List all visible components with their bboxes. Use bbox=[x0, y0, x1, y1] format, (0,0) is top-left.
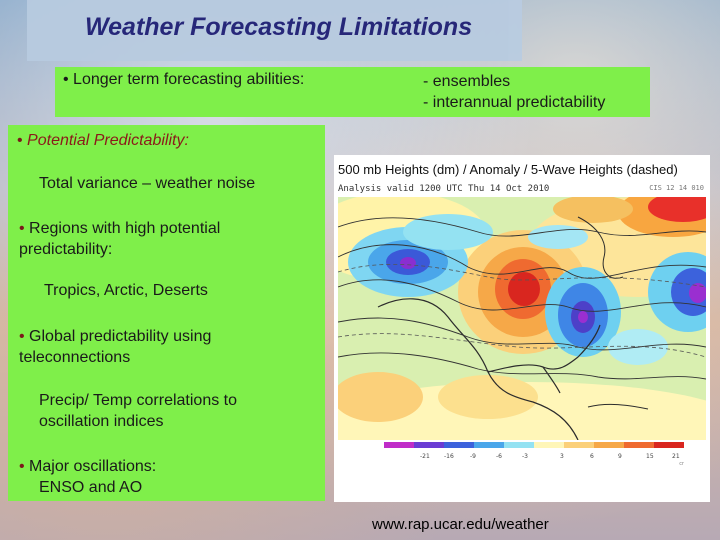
major-oscillations: • Major oscillations: ENSO and AO bbox=[19, 458, 157, 496]
potential-predictability-heading: • Potential Predictability: bbox=[17, 132, 189, 149]
predictability-box: • Potential Predictability: Total varian… bbox=[8, 125, 325, 501]
color-scale-bar: -21 -16 -9 -6 -3 3 6 9 15 21 cr bbox=[384, 442, 684, 466]
scale-label: -21 bbox=[420, 453, 430, 460]
potential-predictability-definition: Total variance – weather noise bbox=[39, 175, 256, 192]
slide-title: Weather Forecasting Limitations bbox=[85, 13, 473, 41]
regions-list: Tropics, Arctic, Deserts bbox=[44, 282, 208, 299]
ensembles-item: - ensembles bbox=[423, 73, 511, 90]
height-anomaly-map bbox=[338, 197, 706, 440]
longer-term-bullet: • Longer term forecasting abilities: bbox=[63, 71, 305, 88]
weather-map-figure: 500 mb Heights (dm) / Anomaly / 5-Wave H… bbox=[334, 155, 710, 502]
longer-term-list: - ensembles - interannual predictability bbox=[423, 71, 605, 113]
scale-label: 15 bbox=[646, 453, 654, 460]
map-analysis-valid: Analysis valid 1200 UTC Thu 14 Oct 2010 bbox=[338, 184, 550, 194]
scale-label: -6 bbox=[496, 453, 502, 460]
map-title: 500 mb Heights (dm) / Anomaly / 5-Wave H… bbox=[338, 162, 678, 177]
precip-temp-correlations: Precip/ Temp correlations to oscillation… bbox=[39, 392, 238, 430]
scale-label: 21 bbox=[672, 453, 680, 460]
scale-label: 6 bbox=[590, 453, 594, 460]
scale-label: 3 bbox=[560, 453, 564, 460]
scale-label: -3 bbox=[522, 453, 528, 460]
scale-label: -16 bbox=[444, 453, 454, 460]
global-predictability-heading: • Global predictability using teleconnec… bbox=[19, 328, 212, 366]
source-url: www.rap.ucar.edu/weather bbox=[372, 516, 549, 533]
scale-label: -9 bbox=[470, 453, 476, 460]
map-credit: cr bbox=[679, 461, 684, 466]
scale-label: 9 bbox=[618, 453, 622, 460]
interannual-item: - interannual predictability bbox=[423, 94, 606, 111]
longer-term-box: • Longer term forecasting abilities: - e… bbox=[55, 67, 650, 117]
regions-heading: • Regions with high potential predictabi… bbox=[19, 220, 221, 258]
map-code: CIS 12 14 010 bbox=[649, 184, 704, 192]
title-banner: Weather Forecasting Limitations bbox=[27, 0, 522, 61]
